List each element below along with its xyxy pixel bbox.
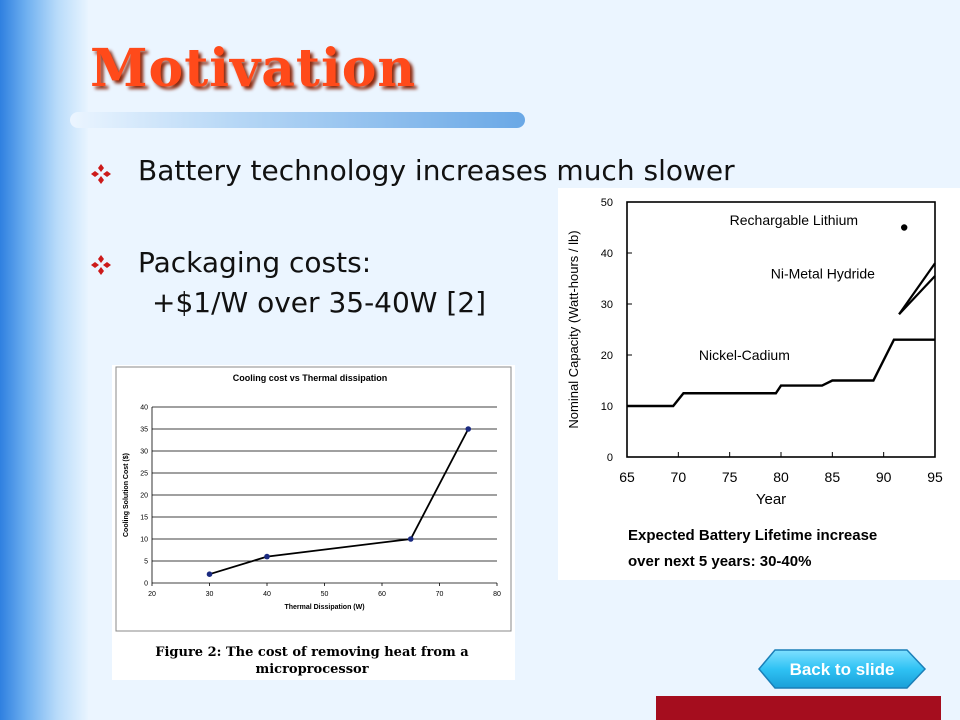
- diamond-bullet-icon: [91, 164, 111, 184]
- y-tick-label: 40: [601, 248, 613, 260]
- x-tick-label: 20: [148, 591, 156, 598]
- cooling-cost-chart: Cooling cost vs Thermal dissipation 0 5 10 1…: [115, 366, 512, 677]
- slide-title: Motivation: [90, 38, 417, 99]
- series-line-nickel-cadium: [627, 338, 935, 408]
- series-line-ni-metal-hydride-upper: [898, 262, 936, 315]
- battery-capacity-figure: 0 10 20 30 40 50 65 70 75 80 85 90 95 Year Nominal Cap…: [558, 188, 960, 580]
- x-tick-label: 70: [436, 591, 444, 598]
- x-tick-label: 65: [619, 469, 635, 485]
- y-tick-label: 40: [140, 405, 148, 412]
- x-tick-label: 85: [825, 469, 841, 485]
- x-tick-label: 75: [722, 469, 738, 485]
- battery-capacity-chart: 0 10 20 30 40 50 65 70 75 80 85 90 95 Year Nominal Cap…: [566, 197, 943, 570]
- y-axis-label: Cooling Solution Cost ($): [123, 453, 130, 537]
- data-point-lithium: [901, 224, 908, 231]
- y-tick-label: 50: [601, 197, 613, 209]
- cooling-cost-figure: Cooling cost vs Thermal dissipation 0 5 10 1…: [112, 365, 515, 680]
- data-point: [264, 553, 270, 560]
- x-tick-label: 30: [206, 591, 214, 598]
- y-tick-label: 15: [140, 515, 148, 522]
- chart-title: Cooling cost vs Thermal dissipation: [233, 373, 388, 383]
- y-tick-label: 20: [601, 350, 613, 362]
- x-tick-label: 80: [773, 469, 789, 485]
- y-tick-label: 25: [140, 471, 148, 478]
- x-tick-label: 80: [493, 591, 501, 598]
- y-tick-label: 20: [140, 493, 148, 500]
- data-point: [465, 426, 472, 432]
- back-to-slide-label: Back to slide: [789, 660, 895, 679]
- series-line-ni-metal-hydride-lower: [898, 275, 936, 315]
- y-tick-label: 5: [144, 559, 148, 566]
- series-label-ni-metal-hydride: Ni-Metal Hydride: [771, 266, 875, 282]
- figure-caption-line-2: over next 5 years: 30-40%: [628, 553, 811, 570]
- y-tick-label: 0: [144, 581, 148, 588]
- data-point: [206, 571, 213, 577]
- bullet-2-subtext: +$1/W over 35-40W [2]: [152, 286, 487, 319]
- x-tick-label: 60: [378, 591, 386, 598]
- x-tick-label: 40: [263, 591, 271, 598]
- footer-red-bar: [656, 696, 941, 720]
- series-line: [209, 428, 470, 576]
- figure-caption-line-1: Figure 2: The cost of removing heat from…: [155, 645, 469, 660]
- y-tick-label: 30: [601, 299, 613, 311]
- diamond-bullet-icon: [91, 255, 111, 275]
- figure-caption-line-2: microprocessor: [255, 662, 368, 677]
- y-tick-label: 30: [140, 449, 148, 456]
- y-tick-label: 10: [140, 537, 148, 544]
- x-tick-label: 95: [927, 469, 943, 485]
- bullet-2-text: Packaging costs:: [138, 246, 372, 279]
- x-tick-label: 90: [876, 469, 892, 485]
- chart-frame: [115, 366, 512, 632]
- series-label-nickel-cadium: Nickel-Cadium: [699, 347, 790, 363]
- x-tick-label: 50: [321, 591, 329, 598]
- y-tick-label: 35: [140, 427, 148, 434]
- x-tick-label: 70: [671, 469, 687, 485]
- y-tick-label: 10: [601, 401, 613, 413]
- title-underline-bar: [70, 112, 525, 128]
- back-to-slide-button[interactable]: [755, 648, 927, 690]
- bullet-1-text: Battery technology increases much slower: [138, 154, 735, 187]
- x-axis-label: Thermal Dissipation (W): [284, 604, 364, 611]
- x-axis-label: Year: [756, 491, 786, 508]
- y-axis-label: Nominal Capacity (Watt-hours / lb): [566, 230, 581, 428]
- figure-caption-line-1: Expected Battery Lifetime increase: [628, 527, 877, 544]
- series-label-rechargable-lithium: Rechargable Lithium: [730, 212, 858, 228]
- y-tick-label: 0: [607, 452, 613, 464]
- data-point: [407, 536, 414, 542]
- left-gradient-band: [0, 0, 88, 720]
- plot-frame: [626, 201, 936, 458]
